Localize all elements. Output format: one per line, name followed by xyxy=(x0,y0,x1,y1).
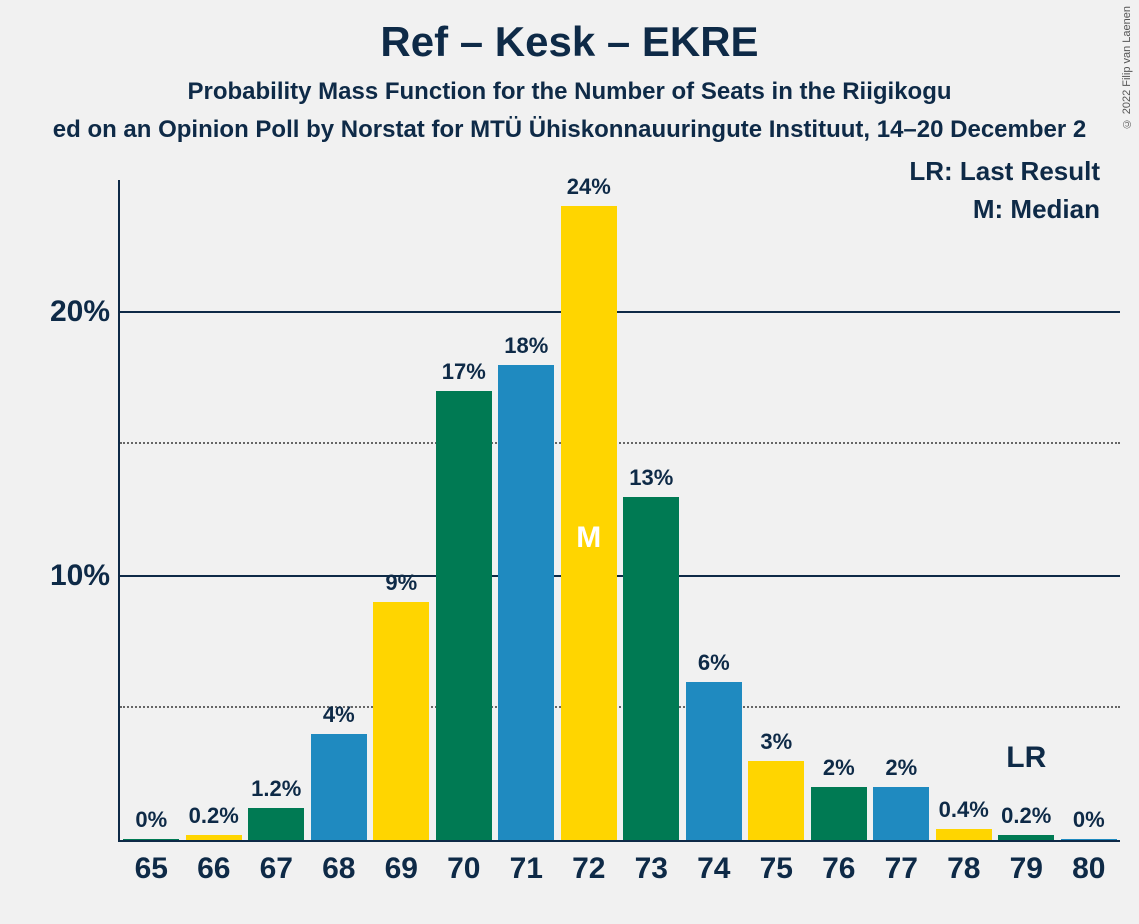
x-tick-label: 73 xyxy=(635,852,668,886)
bar: 3% xyxy=(748,761,804,840)
x-tick-label: 79 xyxy=(1010,852,1043,886)
bar: 0.4% xyxy=(936,829,992,840)
bar-value-label: 9% xyxy=(385,570,417,596)
chart-subtitle-2: ed on an Opinion Poll by Norstat for MTÜ… xyxy=(0,116,1139,144)
median-marker: M xyxy=(576,521,601,555)
x-tick-label: 72 xyxy=(572,852,605,886)
x-tick-label: 80 xyxy=(1072,852,1105,886)
bar-value-label: 6% xyxy=(698,650,730,676)
bar-value-label: 0.2% xyxy=(189,803,239,829)
x-tick-label: 67 xyxy=(260,852,293,886)
chart-subtitle-1: Probability Mass Function for the Number… xyxy=(0,78,1139,106)
x-tick-label: 69 xyxy=(385,852,418,886)
x-tick-label: 70 xyxy=(447,852,480,886)
bar: 13% xyxy=(623,497,679,840)
bar-value-label: 0% xyxy=(1073,807,1105,833)
bar: 9% xyxy=(373,602,429,840)
x-tick-label: 71 xyxy=(510,852,543,886)
bars-group: 0%0.2%1.2%4%9%17%18%24%M13%6%3%2%2%0.4%0… xyxy=(120,180,1120,840)
bar-value-label: 2% xyxy=(823,755,855,781)
bar-value-label: 0.2% xyxy=(1001,803,1051,829)
y-tick-label: 10% xyxy=(10,559,110,593)
bar-value-label: 0% xyxy=(135,807,167,833)
plot-area: LR: Last Result M: Median 10%20% 0%0.2%1… xyxy=(120,180,1120,840)
bar: 18% xyxy=(498,365,554,840)
x-tick-label: 75 xyxy=(760,852,793,886)
lr-marker: LR xyxy=(1006,741,1046,775)
bar-value-label: 2% xyxy=(885,755,917,781)
x-tick-label: 66 xyxy=(197,852,230,886)
bar-value-label: 0.4% xyxy=(939,797,989,823)
bar-value-label: 13% xyxy=(629,465,673,491)
bar-value-label: 17% xyxy=(442,359,486,385)
bar: 24%M xyxy=(561,206,617,840)
bar: 17% xyxy=(436,391,492,840)
x-axis xyxy=(118,840,1120,842)
bar: 1.2% xyxy=(248,808,304,840)
bar-value-label: 24% xyxy=(567,174,611,200)
bar-value-label: 1.2% xyxy=(251,776,301,802)
bar: 6% xyxy=(686,682,742,840)
bar: 0% xyxy=(123,839,179,840)
bar: 4% xyxy=(311,734,367,840)
copyright-text: © 2022 Filip van Laenen xyxy=(1121,6,1133,129)
bar: 0% xyxy=(1061,839,1117,840)
chart-title: Ref – Kesk – EKRE xyxy=(0,18,1139,66)
bar: 0.2% xyxy=(998,835,1054,840)
x-tick-label: 65 xyxy=(135,852,168,886)
x-tick-label: 76 xyxy=(822,852,855,886)
bar-value-label: 18% xyxy=(504,333,548,359)
x-tick-label: 77 xyxy=(885,852,918,886)
x-tick-label: 74 xyxy=(697,852,730,886)
bar: 0.2% xyxy=(186,835,242,840)
y-tick-label: 20% xyxy=(10,295,110,329)
x-tick-label: 78 xyxy=(947,852,980,886)
chart-container: Ref – Kesk – EKRE Probability Mass Funct… xyxy=(0,0,1139,924)
bar: 2% xyxy=(873,787,929,840)
bar-value-label: 4% xyxy=(323,702,355,728)
bar: 2% xyxy=(811,787,867,840)
x-tick-label: 68 xyxy=(322,852,355,886)
bar-value-label: 3% xyxy=(760,729,792,755)
